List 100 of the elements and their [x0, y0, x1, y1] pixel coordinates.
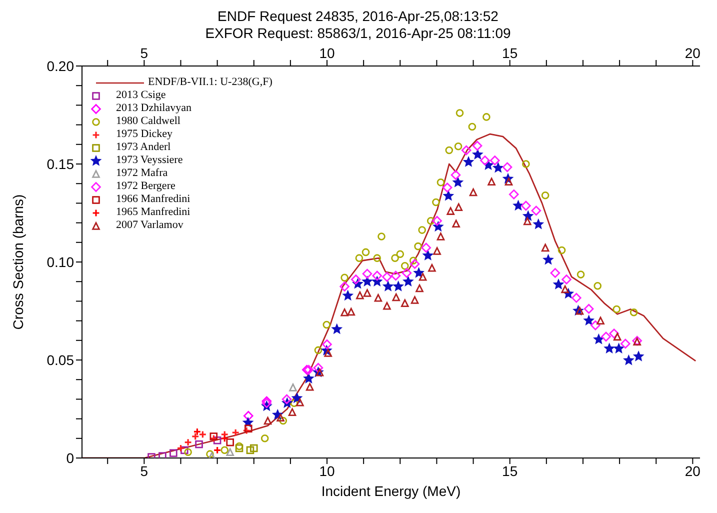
point	[418, 226, 426, 234]
point	[170, 449, 178, 457]
point	[373, 254, 382, 262]
point	[383, 302, 391, 310]
point	[340, 282, 350, 292]
point	[226, 438, 234, 446]
point	[279, 416, 288, 425]
point	[452, 220, 460, 228]
point	[490, 156, 500, 166]
point	[418, 272, 427, 281]
x2-tick-label: 5	[140, 45, 148, 61]
point	[322, 320, 331, 329]
point	[543, 254, 554, 264]
point	[562, 274, 572, 284]
chart-title: ENDF Request 24835, 2016-Apr-25,08:13:52	[216, 8, 500, 25]
point	[400, 299, 409, 308]
point	[396, 250, 404, 258]
point	[363, 289, 372, 297]
y-tick-label: 0.20	[46, 58, 74, 74]
point	[184, 438, 192, 446]
point	[550, 268, 560, 278]
x2-tick-label: 20	[684, 45, 701, 61]
point	[242, 426, 251, 435]
point	[340, 274, 348, 282]
point	[391, 254, 399, 262]
x2-tick-label: 10	[319, 45, 336, 61]
point	[480, 156, 490, 166]
point	[355, 254, 364, 262]
point	[324, 349, 332, 357]
point	[243, 410, 254, 421]
point	[609, 328, 619, 338]
point	[426, 216, 435, 225]
point	[246, 446, 254, 454]
point	[362, 276, 372, 286]
point	[452, 177, 463, 187]
point	[314, 346, 322, 354]
legend-label: 2007 Varlamov	[116, 219, 184, 232]
point	[350, 274, 361, 284]
point	[382, 272, 392, 282]
point	[443, 190, 454, 200]
y-tick-label: 0	[66, 450, 74, 466]
point	[306, 382, 314, 391]
point	[572, 292, 582, 303]
point	[614, 343, 624, 353]
point	[276, 414, 284, 422]
point	[362, 268, 372, 279]
point	[409, 256, 418, 265]
point	[400, 262, 409, 270]
point	[436, 232, 445, 240]
point	[454, 142, 462, 150]
point	[362, 248, 370, 256]
y-tick-label: 0.15	[46, 156, 74, 172]
legend-label: ENDF/B-VII.1: U-238(G,F)	[148, 76, 272, 89]
point	[554, 279, 564, 289]
point	[288, 408, 296, 416]
legend-label: 1966 Manfredini	[116, 193, 190, 206]
point	[561, 285, 569, 294]
point	[468, 122, 476, 131]
x2-tick-label: 15	[502, 45, 518, 61]
point	[461, 145, 472, 156]
point	[422, 250, 433, 260]
point	[541, 244, 550, 252]
point	[433, 247, 441, 255]
point	[403, 276, 414, 286]
point	[322, 339, 332, 350]
point	[226, 448, 234, 456]
point	[541, 191, 550, 200]
point	[198, 430, 207, 438]
point	[464, 156, 474, 166]
legend-label: 1980 Caldwell	[116, 115, 180, 128]
point	[414, 242, 422, 250]
x-tick-label: 10	[319, 462, 336, 479]
legend-label: 1973 Anderl	[116, 141, 171, 154]
point	[613, 332, 622, 341]
point	[410, 259, 420, 269]
point	[513, 200, 524, 210]
point	[531, 206, 542, 216]
point	[445, 146, 454, 154]
point	[416, 284, 424, 292]
point	[282, 394, 292, 404]
point	[260, 434, 269, 442]
point	[456, 109, 464, 117]
legend-label: 2013 Dzhilavyan	[116, 102, 192, 115]
point	[410, 296, 419, 304]
point	[450, 170, 461, 180]
point	[576, 270, 585, 278]
point	[428, 264, 436, 272]
point	[378, 232, 386, 240]
legend-label: 2013 Csige	[116, 89, 166, 102]
point	[356, 291, 364, 300]
point	[383, 281, 394, 291]
point	[488, 178, 496, 186]
point	[332, 324, 342, 334]
point	[604, 343, 614, 353]
point	[584, 315, 594, 325]
point	[524, 217, 532, 226]
point	[446, 207, 455, 215]
point	[393, 281, 404, 291]
point	[454, 203, 463, 212]
point	[508, 189, 519, 200]
